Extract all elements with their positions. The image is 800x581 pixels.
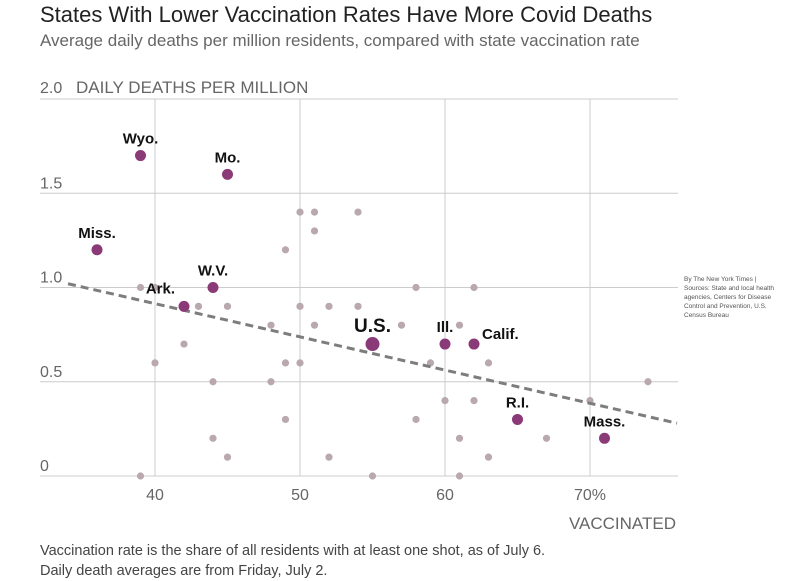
state-point [484, 359, 493, 367]
state-point [296, 359, 304, 367]
state-label-layer: Wyo. Mo. Miss. W.V. Ark. U.S. Ill. Calif. R.I. Ma… [78, 131, 625, 431]
state-point [136, 472, 145, 480]
x-tick-label: 50 [291, 487, 309, 504]
state-label: Mass. [584, 413, 626, 430]
footnote-line-2: Daily death averages are from Friday, Ju… [40, 563, 328, 579]
state-label: Ark. [146, 280, 175, 297]
x-axis-title: VACCINATED [569, 514, 676, 533]
x-tick-label: 60 [436, 487, 454, 504]
highlight-layer [91, 150, 610, 444]
state-label: Miss. [78, 225, 116, 242]
footnote: Vaccination rate is the share of all res… [40, 541, 545, 581]
state-point [310, 208, 319, 216]
state-point [354, 302, 362, 310]
state-point [310, 321, 319, 329]
state-label: Calif. [482, 326, 519, 343]
state-point [223, 453, 232, 461]
state-point [281, 246, 290, 254]
state-point [296, 208, 304, 216]
state-point [397, 321, 406, 329]
y-axis-title: DAILY DEATHS PER MILLION [76, 78, 308, 97]
state-point [267, 378, 275, 386]
state-label: U.S. [354, 316, 391, 337]
highlighted-point [207, 282, 219, 293]
y-tick-label: 1.5 [40, 175, 62, 192]
state-point [151, 359, 159, 367]
highlighted-point [599, 432, 610, 444]
state-label: Wyo. [123, 131, 159, 148]
state-point [325, 302, 333, 310]
highlighted-point [178, 300, 190, 312]
source-credit: By The New York Times | Sources: State a… [684, 276, 774, 319]
state-point [267, 321, 275, 329]
highlighted-point [91, 244, 103, 256]
state-point [180, 340, 188, 348]
state-point [136, 283, 145, 292]
state-point [368, 472, 377, 480]
state-point [470, 283, 478, 292]
x-tick-label: 70% [574, 487, 606, 504]
state-point [644, 378, 652, 386]
highlighted-point [135, 150, 146, 162]
highlighted-point [468, 338, 480, 350]
tick-label-layer: 0 0.5 1.0 1.5 2.0 40 50 60 70% [40, 80, 606, 504]
state-point [281, 359, 290, 367]
state-point [296, 302, 304, 310]
state-point [441, 397, 449, 405]
state-point [484, 453, 493, 461]
state-point [455, 321, 464, 329]
state-point [325, 453, 333, 461]
state-point [209, 434, 217, 442]
state-point [209, 378, 217, 386]
x-tick-label: 40 [146, 487, 164, 504]
state-point [470, 397, 478, 405]
state-label: R.I. [506, 394, 529, 411]
highlighted-point [512, 413, 523, 425]
chart-title: States With Lower Vaccination Rates Have… [40, 2, 653, 27]
state-point [151, 283, 159, 292]
y-tick-label: 1.0 [40, 270, 62, 287]
highlighted-point [222, 168, 233, 180]
point-layer [136, 208, 652, 480]
footnote-line-1: Vaccination rate is the share of all res… [40, 543, 546, 559]
highlighted-point [439, 338, 451, 350]
chart-subtitle: Average daily deaths per million residen… [40, 31, 640, 50]
y-tick-label: 0 [40, 458, 49, 475]
state-point [542, 434, 551, 442]
state-point [223, 302, 232, 310]
y-tick-label: 2.0 [40, 80, 62, 97]
state-point [194, 302, 203, 310]
state-point [426, 359, 435, 367]
state-point [281, 415, 290, 424]
y-tick-label: 0.5 [40, 364, 62, 381]
state-label: Ill. [437, 319, 454, 336]
state-label: W.V. [198, 263, 228, 280]
state-point [412, 415, 420, 424]
state-point [354, 208, 362, 216]
state-point [412, 283, 420, 292]
state-label: Mo. [215, 149, 241, 166]
highlighted-point [365, 337, 380, 352]
state-point [455, 472, 464, 480]
state-point [455, 434, 464, 442]
state-point [310, 227, 319, 235]
trend-line [67, 282, 678, 425]
